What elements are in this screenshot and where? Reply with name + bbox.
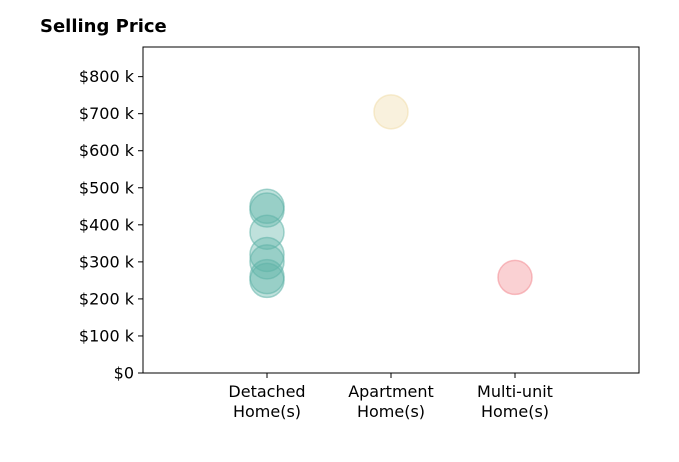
chart-marks [249,94,533,299]
x-axis: Detached Home(s) Apartment Home(s) Multi-uni… [228,373,553,421]
y-tick-label: $0 [114,364,134,383]
y-tick-label: $500 k [79,178,135,197]
chart-title: Selling Price [40,16,167,37]
data-point [249,236,285,273]
y-tick-label: $700 k [79,104,135,123]
y-tick-label: $200 k [79,289,135,308]
data-point [249,262,285,299]
y-tick-label: $800 k [79,67,135,86]
x-tick-label: Detached Home(s) [228,382,305,421]
x-tick-label: Apartment Home(s) [348,382,434,421]
data-point [249,192,285,228]
data-point [497,259,533,296]
y-tick-label: $600 k [79,141,135,160]
y-tick-label: $100 k [79,326,135,345]
data-point [373,94,409,130]
y-tick-label: $400 k [79,215,135,234]
y-tick-label: $300 k [79,252,135,271]
y-axis: $0 $100 k $200 k $300 k $400 k $500 k $600 k $7… [79,67,143,383]
x-tick-label: Multi-unit Home(s) [477,382,553,421]
data-point [249,214,285,250]
data-point [249,244,285,280]
